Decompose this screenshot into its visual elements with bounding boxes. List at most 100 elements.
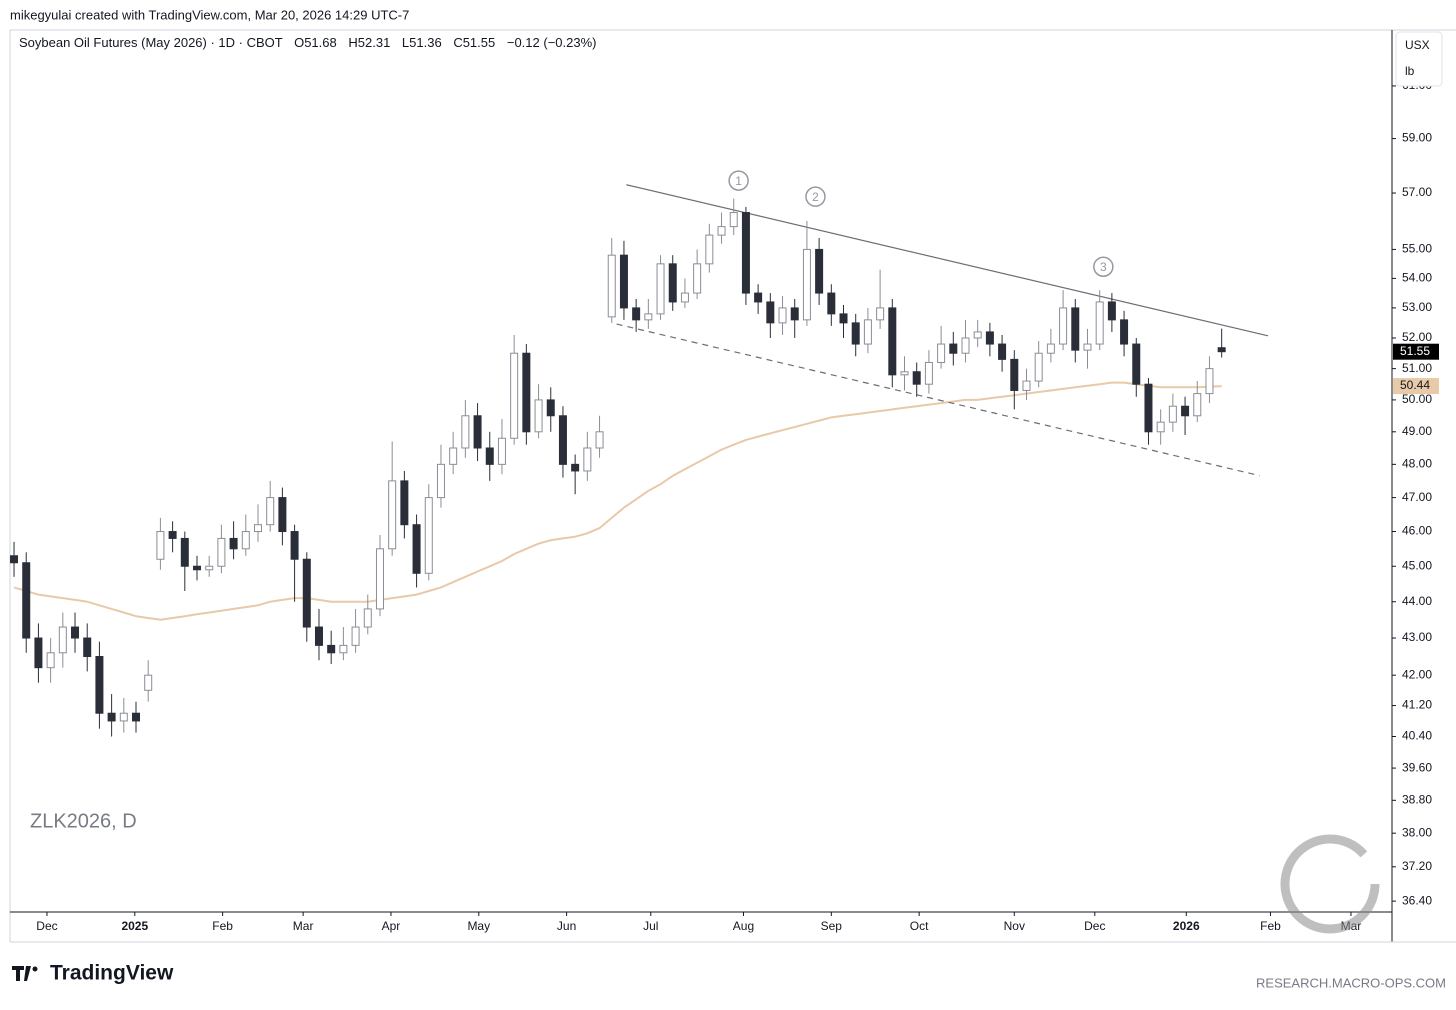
candle-body <box>449 447 458 465</box>
y-tick-label: 55.00 <box>1402 242 1432 256</box>
moving-average <box>13 381 1222 621</box>
candle-body <box>985 331 994 345</box>
candle-body <box>205 565 214 571</box>
candle-body <box>10 555 19 564</box>
candle-body <box>1071 307 1080 351</box>
candle-body <box>436 463 445 499</box>
candle-body <box>1120 319 1129 345</box>
wave-label: 1 <box>735 174 742 188</box>
candle-body <box>522 352 531 433</box>
candle-body <box>888 307 897 376</box>
candle-body <box>1010 358 1019 391</box>
candle-body <box>644 313 653 321</box>
logo-dot <box>32 966 38 972</box>
y-tick-label: 44.00 <box>1402 594 1432 608</box>
candle-body <box>132 712 141 722</box>
y-tick-label: 57.00 <box>1402 185 1432 199</box>
candle-body <box>619 254 628 309</box>
time-axis: Dec 2025 Feb Mar Apr May Jun Jul Aug Sep Oct Nov Dec… <box>36 912 1361 933</box>
macro-ops-logo <box>1280 834 1380 934</box>
ma-price-label-box <box>1393 378 1439 395</box>
candle-body <box>473 415 482 449</box>
candle-body <box>534 399 543 433</box>
candle-body <box>58 626 67 654</box>
y-tick-label: 36.40 <box>1402 893 1432 907</box>
candle-body <box>693 263 702 294</box>
ohlc-low: L51.36 <box>402 35 442 50</box>
wave-marker <box>805 186 826 207</box>
y-tick-label: 50.00 <box>1402 392 1432 406</box>
candle-body <box>180 537 189 567</box>
x-tick-label: May <box>467 919 490 933</box>
candle-body <box>46 652 55 669</box>
symbol-watermark: ZLK2026, D <box>30 810 137 832</box>
candle-body <box>729 212 738 228</box>
ohlc-open: O51.68 <box>294 35 337 50</box>
candle-body <box>412 524 421 574</box>
candle-body <box>973 331 982 339</box>
x-tick-label: Mar <box>293 919 314 933</box>
ohlc-change: −0.12 (−0.23%) <box>507 35 597 50</box>
y-tick-label: 52.00 <box>1402 330 1432 344</box>
candle-body <box>863 319 872 345</box>
x-tick-label: Nov <box>1004 919 1025 933</box>
last-price-label-box <box>1393 343 1439 360</box>
site: RESEARCH.MACRO-OPS.COM <box>1256 975 1446 990</box>
y-tick-label: 38.80 <box>1402 792 1432 806</box>
x-tick-label: Oct <box>910 919 929 933</box>
candle-body <box>1046 343 1055 354</box>
candle-body <box>1107 301 1116 321</box>
currency: USX <box>1405 38 1430 52</box>
candle-body <box>583 447 592 472</box>
y-tick-label: 47.00 <box>1402 490 1432 504</box>
symbol-line: Soybean Oil Futures (May 2026) · 1D · CB… <box>19 35 596 50</box>
candle-body <box>558 415 567 465</box>
candle-body <box>388 480 397 550</box>
y-tick-label: 45.00 <box>1402 558 1432 572</box>
ma-price-label: 50.44 <box>1400 378 1430 392</box>
x-tick-label: Jul <box>643 919 658 933</box>
y-tick-label: 48.00 <box>1402 457 1432 471</box>
candle-body <box>510 352 519 439</box>
candle-body <box>83 637 92 657</box>
candle-body <box>998 343 1007 360</box>
candle-body <box>107 712 116 722</box>
x-tick-label: 2025 <box>121 919 148 933</box>
candle-body <box>571 463 580 472</box>
y-tick-label: 42.00 <box>1402 667 1432 681</box>
candle-body <box>485 447 494 465</box>
candle-body <box>741 212 750 294</box>
candle-body <box>424 497 433 574</box>
candle-body <box>290 531 299 560</box>
x-tick-label: Dec <box>1084 919 1105 933</box>
candle-body <box>71 626 80 639</box>
plot-area: 1 2 3 <box>10 170 1269 737</box>
y-tick-label: 39.60 <box>1402 760 1432 774</box>
unit-box[interactable] <box>1395 31 1443 87</box>
candle-body <box>266 497 275 526</box>
x-tick-label: Aug <box>733 919 754 933</box>
candle-body <box>607 254 616 318</box>
candle-body <box>632 307 641 321</box>
y-tick-label: 40.40 <box>1402 729 1432 743</box>
logo-ring <box>1280 834 1380 934</box>
candle-body <box>314 626 323 646</box>
candle-body <box>229 537 238 550</box>
candle-body <box>1034 352 1043 382</box>
candle-body <box>680 292 689 303</box>
price-labels: 50.44 51.55 <box>1393 343 1439 395</box>
candle-body <box>461 415 470 449</box>
ohlc-close: C51.55 <box>453 35 495 50</box>
x-tick-label: Apr <box>382 919 401 933</box>
y-tick-label: 38.00 <box>1402 825 1432 839</box>
trendline <box>626 184 1269 337</box>
candle-body <box>34 637 43 669</box>
x-tick-label: 2026 <box>1173 919 1200 933</box>
candle-body <box>119 712 128 722</box>
candle-body <box>278 497 287 533</box>
candle-body <box>949 343 958 354</box>
candle-body <box>668 263 677 303</box>
candle-body <box>1156 421 1165 433</box>
candle-body <box>876 307 885 321</box>
